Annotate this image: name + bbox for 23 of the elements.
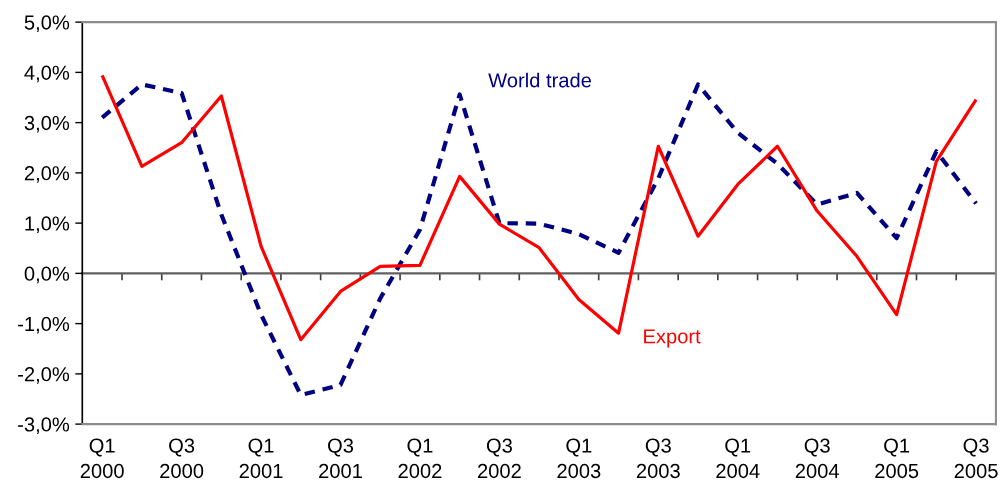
y-tick-label: -2,0% [18,367,70,384]
x-tick-label: Q1 2000 [80,438,124,479]
y-tick-label: 5,0% [24,15,70,33]
y-tick-label: -3,0% [18,417,70,434]
y-tick-label: 2,0% [24,166,70,183]
y-tick-label: 3,0% [24,115,70,133]
x-tick-label: Q1 2004 [716,438,760,479]
x-tick-label: Q3 2001 [319,438,362,479]
x-tick-label: Q3 2004 [795,438,839,479]
x-tick-label: Q3 2003 [636,438,680,479]
x-tick-label: Q1 2005 [875,438,919,479]
x-tick-label: Q3 2005 [954,438,998,479]
series-label: Export [644,329,701,348]
x-tick-label: Q1 2002 [398,438,442,479]
y-tick-label: 0,0% [24,266,70,284]
x-tick-label: Q1 2001 [239,438,283,479]
y-tick-label: 1,0% [25,216,70,233]
y-tick-label: -1,0% [18,316,70,334]
x-tick-label: Q1 2003 [557,438,601,479]
y-tick-label: 4,0% [24,65,70,83]
series-label: World trade [488,72,591,88]
x-tick-label: Q3 2002 [478,438,521,479]
x-tick-label: Q3 2000 [160,438,204,479]
